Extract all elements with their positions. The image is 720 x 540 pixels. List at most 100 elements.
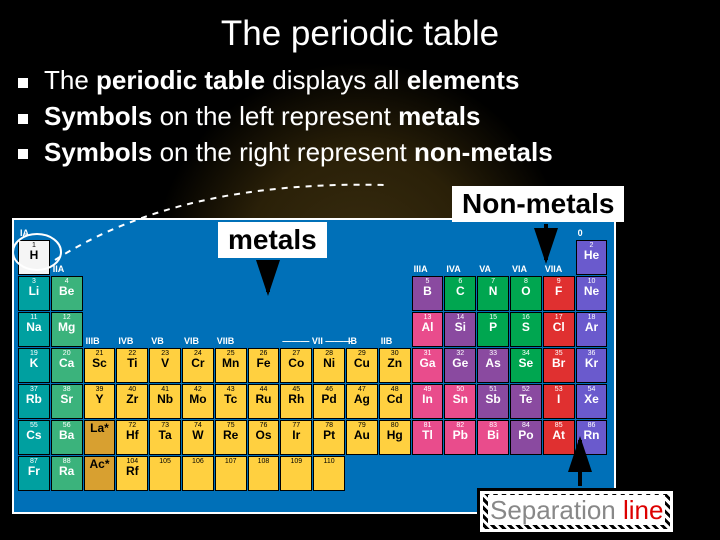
slide-title: The periodic table	[0, 14, 720, 54]
element-cell: 36Kr	[576, 348, 608, 383]
element-cell: Ac*	[84, 456, 116, 491]
element-cell: 12Mg	[51, 312, 83, 347]
element-cell: 77Ir	[280, 420, 312, 455]
element-cell: 4Be	[51, 276, 83, 311]
element-cell: 51Sb	[477, 384, 509, 419]
element-cell: 83Bi	[477, 420, 509, 455]
group-label: VA	[479, 264, 491, 274]
element-cell: 43Tc	[215, 384, 247, 419]
periodic-table: IAIIAIIIBIVBVBVIBVIIB——— VII ———IBIIBIII…	[12, 218, 616, 514]
group-label: IIIB	[86, 336, 100, 346]
bullet-icon	[18, 78, 28, 88]
element-cell: 24Cr	[182, 348, 214, 383]
element-cell: 78Pt	[313, 420, 345, 455]
element-cell: 1H	[18, 240, 50, 275]
element-cell: 34Se	[510, 348, 542, 383]
element-cell: 76Os	[248, 420, 280, 455]
callout-separation-line: Separation line	[477, 488, 676, 535]
element-cell: 85At	[543, 420, 575, 455]
callout-metals: metals	[218, 222, 327, 258]
group-label: IVA	[446, 264, 460, 274]
element-cell: 53I	[543, 384, 575, 419]
element-cell: 22Ti	[116, 348, 148, 383]
element-cell: 109	[280, 456, 312, 491]
group-label: VIA	[512, 264, 527, 274]
element-cell: 28Ni	[313, 348, 345, 383]
element-cell: 75Re	[215, 420, 247, 455]
element-cell: 21Sc	[84, 348, 116, 383]
element-cell: 35Br	[543, 348, 575, 383]
group-label: 0	[578, 228, 583, 238]
element-cell: 48Cd	[379, 384, 411, 419]
element-cell: 87Fr	[18, 456, 50, 491]
element-cell: 84Po	[510, 420, 542, 455]
element-cell: 104Rf	[116, 456, 148, 491]
element-cell: 86Rn	[576, 420, 608, 455]
element-cell: 17Cl	[543, 312, 575, 347]
element-cell: 11Na	[18, 312, 50, 347]
element-cell: 106	[182, 456, 214, 491]
group-label: IIA	[53, 264, 65, 274]
element-cell: 55Cs	[18, 420, 50, 455]
element-cell: 45Rh	[280, 384, 312, 419]
element-cell: 42Mo	[182, 384, 214, 419]
bullet-text: The periodic table displays all elements	[44, 64, 519, 98]
element-cell: 19K	[18, 348, 50, 383]
group-label: VIIB	[217, 336, 235, 346]
group-label: ——— VII ———	[282, 336, 352, 346]
element-cell: 5B	[412, 276, 444, 311]
element-cell: 37Rb	[18, 384, 50, 419]
element-cell: 29Cu	[346, 348, 378, 383]
bullet-item: The periodic table displays all elements	[18, 64, 553, 98]
element-cell: 44Ru	[248, 384, 280, 419]
element-cell: 56Ba	[51, 420, 83, 455]
element-cell: 54Xe	[576, 384, 608, 419]
separation-word-1: Separation	[490, 495, 616, 525]
element-cell: 40Zr	[116, 384, 148, 419]
element-cell: 79Au	[346, 420, 378, 455]
element-cell: 10Ne	[576, 276, 608, 311]
element-cell: 18Ar	[576, 312, 608, 347]
element-cell: 25Mn	[215, 348, 247, 383]
group-label: IVB	[118, 336, 133, 346]
element-cell: 26Fe	[248, 348, 280, 383]
bullet-icon	[18, 149, 28, 159]
element-cell: 13Al	[412, 312, 444, 347]
group-label: VIIA	[545, 264, 563, 274]
element-cell: 49In	[412, 384, 444, 419]
group-label: IB	[348, 336, 357, 346]
element-cell: 80Hg	[379, 420, 411, 455]
element-cell: 20Ca	[51, 348, 83, 383]
element-cell: 47Ag	[346, 384, 378, 419]
element-cell: 107	[215, 456, 247, 491]
element-cell: 74W	[182, 420, 214, 455]
callout-nonmetals: Non-metals	[452, 186, 624, 222]
element-cell: 27Co	[280, 348, 312, 383]
group-label: IIB	[381, 336, 393, 346]
element-cell: 8O	[510, 276, 542, 311]
bullet-item: Symbols on the left represent metals	[18, 100, 553, 134]
bullet-text: Symbols on the left represent metals	[44, 100, 480, 134]
element-cell: 9F	[543, 276, 575, 311]
element-cell: 33As	[477, 348, 509, 383]
element-cell: 6C	[444, 276, 476, 311]
element-cell: 32Ge	[444, 348, 476, 383]
element-cell: 30Zn	[379, 348, 411, 383]
element-cell: La*	[84, 420, 116, 455]
bullet-text: Symbols on the right represent non-metal…	[44, 136, 553, 170]
element-cell: 72Hf	[116, 420, 148, 455]
element-cell: 3Li	[18, 276, 50, 311]
element-cell: 81Tl	[412, 420, 444, 455]
group-label: IA	[20, 228, 29, 238]
element-cell: 73Ta	[149, 420, 181, 455]
bullet-item: Symbols on the right represent non-metal…	[18, 136, 553, 170]
element-cell: 41Nb	[149, 384, 181, 419]
element-cell: 105	[149, 456, 181, 491]
element-cell: 88Ra	[51, 456, 83, 491]
element-cell: 52Te	[510, 384, 542, 419]
element-cell: 14Si	[444, 312, 476, 347]
bullet-icon	[18, 114, 28, 124]
group-label: VB	[151, 336, 164, 346]
element-cell: 31Ga	[412, 348, 444, 383]
separation-word-2: line	[616, 495, 664, 525]
